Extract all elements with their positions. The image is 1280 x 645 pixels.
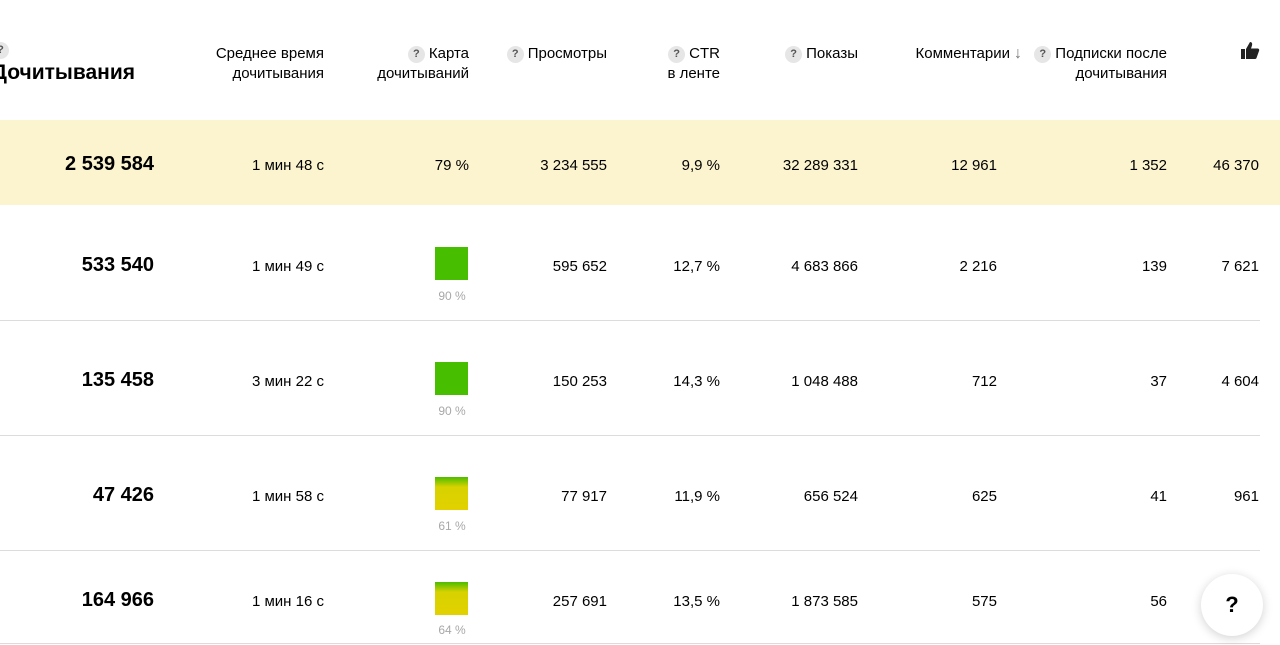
row-divider — [0, 550, 1260, 551]
help-icon[interactable]: ? — [407, 46, 425, 63]
cell-comments: 575 — [971, 593, 997, 610]
cell-avg-time: 1 мин 48 с — [251, 157, 324, 174]
sort-down-icon[interactable]: ↓ — [1014, 45, 1022, 62]
help-icon[interactable]: ? — [1034, 46, 1052, 63]
cell-ctr: 14,3 % — [673, 373, 720, 390]
read-map-percent: 90 % — [438, 289, 466, 303]
cell-ctr: 9,9 % — [681, 157, 720, 174]
cell-avg-time: 1 мин 49 с — [251, 258, 324, 275]
thumbs-up-icon[interactable] — [1240, 40, 1260, 62]
cell-comments: 712 — [971, 373, 997, 390]
cell-reads: 164 966 — [81, 589, 154, 611]
header-avg-read-time[interactable]: Среднее время дочитывания — [215, 45, 324, 82]
cell-subscriptions: 37 — [1150, 373, 1167, 390]
header-impressions[interactable]: ? Показы — [740, 44, 858, 64]
cell-ctr: 13,5 % — [673, 593, 720, 610]
cell-ctr: 12,7 % — [673, 258, 720, 275]
table-row-highlighted[interactable] — [0, 120, 1280, 205]
cell-reads: 135 458 — [81, 369, 154, 391]
help-icon[interactable]: ? — [0, 42, 9, 59]
cell-impressions: 1 048 488 — [791, 373, 858, 390]
read-map-bar[interactable] — [435, 582, 468, 615]
help-button[interactable]: ? — [1201, 574, 1263, 636]
cell-views: 3 234 555 — [540, 157, 607, 174]
cell-views: 595 652 — [552, 258, 607, 275]
cell-impressions: 4 683 866 — [791, 258, 858, 275]
row-divider — [0, 643, 1260, 644]
header-read-completions[interactable]: ?Дочитывания — [0, 40, 154, 86]
cell-likes: 4 604 — [1221, 373, 1259, 390]
cell-subscriptions: 1 352 — [1129, 157, 1167, 174]
read-map-bar[interactable] — [435, 362, 468, 395]
row-divider — [0, 435, 1260, 436]
cell-subscriptions: 56 — [1150, 593, 1167, 610]
header-read-map[interactable]: ? Карта дочитываний — [377, 45, 469, 82]
header-views[interactable]: ? Просмотры — [480, 44, 607, 64]
cell-reads: 2 539 584 — [65, 153, 154, 175]
row-divider — [0, 320, 1260, 321]
help-icon[interactable]: ? — [668, 46, 686, 63]
header-comments[interactable]: Комментарии ↓ — [915, 45, 1022, 62]
cell-views: 77 917 — [561, 488, 607, 505]
cell-likes: 961 — [1233, 488, 1259, 505]
cell-comments: 2 216 — [959, 258, 997, 275]
cell-ctr: 11,9 % — [674, 488, 720, 505]
cell-avg-time: 1 мин 16 с — [251, 593, 324, 610]
read-map-percent: 64 % — [438, 623, 466, 637]
read-map-percent: 61 % — [438, 519, 466, 533]
header-subscriptions-after-read[interactable]: ? Подписки после дочитывания — [1022, 44, 1167, 84]
read-map-bar[interactable] — [435, 477, 468, 510]
cell-comments: 625 — [971, 488, 997, 505]
cell-likes: 46 370 — [1213, 157, 1259, 174]
cell-impressions: 1 873 585 — [791, 593, 858, 610]
cell-views: 150 253 — [552, 373, 607, 390]
cell-reads: 47 426 — [92, 484, 154, 506]
cell-avg-time: 3 мин 22 с — [251, 373, 324, 390]
cell-subscriptions: 139 — [1141, 258, 1167, 275]
cell-comments: 12 961 — [951, 157, 997, 174]
cell-read-map: 79 % — [434, 157, 469, 174]
read-map-bar[interactable] — [435, 247, 468, 280]
header-ctr[interactable]: ? CTR в ленте — [667, 45, 720, 82]
cell-views: 257 691 — [552, 593, 607, 610]
help-icon[interactable]: ? — [506, 46, 524, 63]
cell-impressions: 656 524 — [803, 488, 858, 505]
cell-reads: 533 540 — [81, 254, 154, 276]
cell-subscriptions: 41 — [1150, 488, 1167, 505]
cell-avg-time: 1 мин 58 с — [251, 488, 324, 505]
cell-impressions: 32 289 331 — [782, 157, 858, 174]
help-icon[interactable]: ? — [785, 46, 803, 63]
cell-likes: 7 621 — [1221, 258, 1259, 275]
read-map-percent: 90 % — [438, 404, 466, 418]
